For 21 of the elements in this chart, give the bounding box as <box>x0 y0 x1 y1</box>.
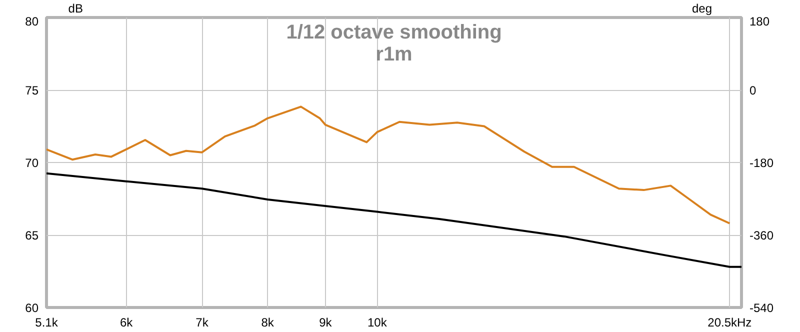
y2-tick-label: -360 <box>750 228 774 242</box>
x-tick-label: 9k <box>319 316 333 330</box>
x-tick-label: 20.5kHz <box>708 316 752 330</box>
y-tick-label: 60 <box>25 301 39 315</box>
y-tick-label: 80 <box>25 14 39 28</box>
chart-title: 1/12 octave smoothing <box>286 22 502 44</box>
x-tick-label: 8k <box>261 316 275 330</box>
y2-tick-label: -180 <box>750 156 774 170</box>
y2-tick-label: -540 <box>750 301 774 315</box>
x-tick-label: 6k <box>120 316 134 330</box>
y-tick-label: 70 <box>25 156 39 170</box>
text: r1m <box>376 44 412 66</box>
x-tick-label: 5.1k <box>35 316 59 330</box>
y-axis-title: dB <box>68 2 83 16</box>
y2-tick-label: 0 <box>750 84 756 98</box>
x-tick-label: 10k <box>367 316 388 330</box>
y2-tick-label: 180 <box>750 14 770 28</box>
y-tick-label: 75 <box>25 84 39 98</box>
y-tick-label: 65 <box>25 228 39 242</box>
x-tick-label: 7k <box>196 316 210 330</box>
y2-axis-title: deg <box>692 2 712 16</box>
